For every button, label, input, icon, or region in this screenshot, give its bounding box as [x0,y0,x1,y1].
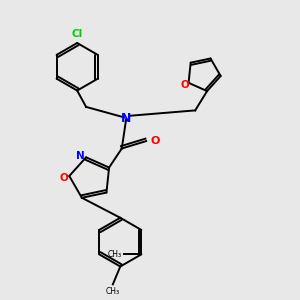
Text: O: O [59,173,68,183]
Text: CH₃: CH₃ [106,287,120,296]
Text: O: O [181,80,189,90]
Text: CH₃: CH₃ [108,250,122,259]
Text: N: N [76,151,85,161]
Text: Cl: Cl [72,29,83,39]
Text: O: O [151,136,160,146]
Text: N: N [121,112,131,125]
